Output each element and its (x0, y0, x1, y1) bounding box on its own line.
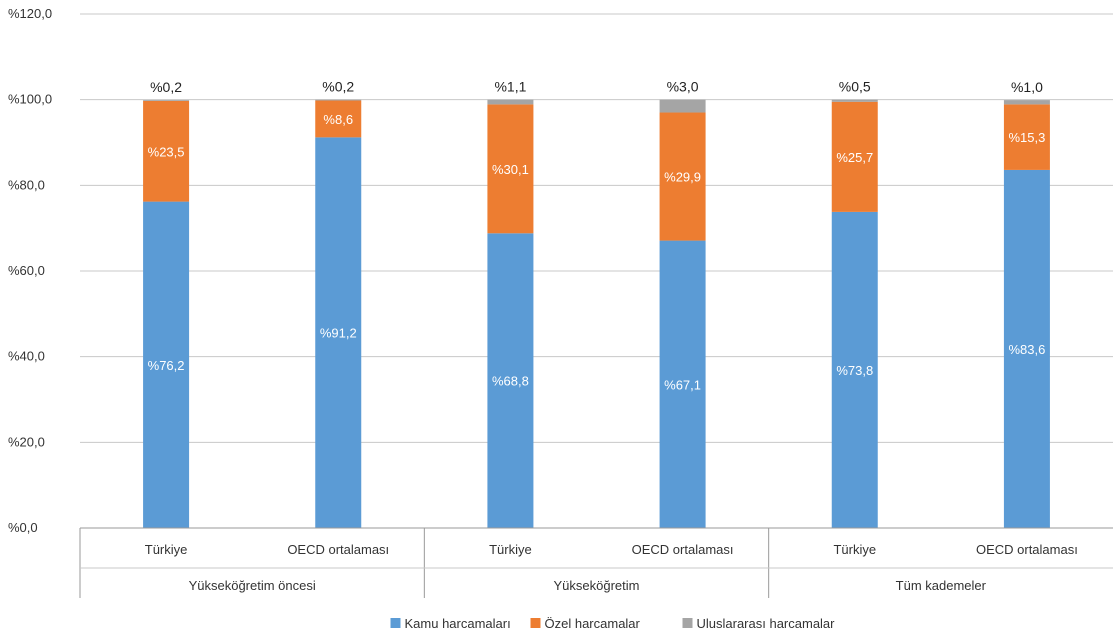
bar-segment (659, 240, 706, 529)
data-label: %0,2 (150, 79, 182, 95)
data-label: %30,1 (492, 162, 529, 177)
x-tick-label: Türkiye (489, 542, 532, 557)
group-label: Yükseköğretim (554, 578, 640, 593)
data-label: %0,2 (322, 79, 354, 95)
data-label: %67,1 (664, 377, 701, 392)
y-tick-label: %80,0 (8, 177, 45, 192)
group-label: Tüm kademeler (896, 578, 987, 593)
bar-segment (143, 201, 190, 529)
data-label: %1,0 (1011, 79, 1043, 95)
y-tick-label: %0,0 (8, 520, 38, 535)
legend-swatch (530, 618, 541, 628)
data-label: %3,0 (667, 79, 699, 95)
data-label: %68,8 (492, 374, 529, 389)
legend-swatch (390, 618, 401, 628)
bar-segment (831, 99, 878, 102)
legend-swatch (682, 618, 693, 628)
y-tick-label: %20,0 (8, 434, 45, 449)
bar-segment (659, 112, 706, 241)
bar-segment (143, 100, 190, 202)
bar-segment (487, 104, 534, 234)
x-tick-label: OECD ortalaması (976, 542, 1078, 557)
legend-label: Uluslararası harcamalar (697, 616, 836, 631)
data-label: %76,2 (148, 358, 185, 373)
bar-segment (1003, 104, 1050, 170)
bar-segment (831, 101, 878, 212)
data-label: %0,5 (839, 79, 871, 95)
bar-segment (487, 233, 534, 528)
y-tick-label: %60,0 (8, 263, 45, 278)
data-label: %29,9 (664, 170, 701, 185)
bar-segment (315, 137, 362, 529)
data-label: %73,8 (836, 363, 873, 378)
bar-segment (831, 211, 878, 528)
data-label: %15,3 (1008, 130, 1045, 145)
x-tick-label: OECD ortalaması (632, 542, 734, 557)
bar-segment (659, 99, 706, 113)
bar-segment (315, 99, 362, 101)
data-label: %25,7 (836, 150, 873, 165)
data-label: %83,6 (1008, 342, 1045, 357)
data-label: %8,6 (323, 112, 353, 127)
bar-segment (143, 100, 190, 101)
x-tick-label: Türkiye (833, 542, 876, 557)
data-label: %23,5 (148, 144, 185, 159)
data-label: %1,1 (494, 79, 526, 95)
y-tick-label: %120,0 (8, 6, 52, 21)
data-label: %91,2 (320, 326, 357, 341)
legend-label: Kamu harcamaları (405, 616, 511, 631)
bar-segment (487, 99, 534, 105)
bar-segment (315, 100, 362, 138)
y-tick-label: %100,0 (8, 92, 52, 107)
x-tick-label: Türkiye (145, 542, 188, 557)
bar-segment (1003, 100, 1050, 105)
y-tick-label: %40,0 (8, 349, 45, 364)
bar-segment (1003, 169, 1050, 528)
legend-label: Özel harcamalar (545, 616, 641, 631)
group-label: Yükseköğretim öncesi (189, 578, 316, 593)
x-tick-label: OECD ortalaması (287, 542, 389, 557)
